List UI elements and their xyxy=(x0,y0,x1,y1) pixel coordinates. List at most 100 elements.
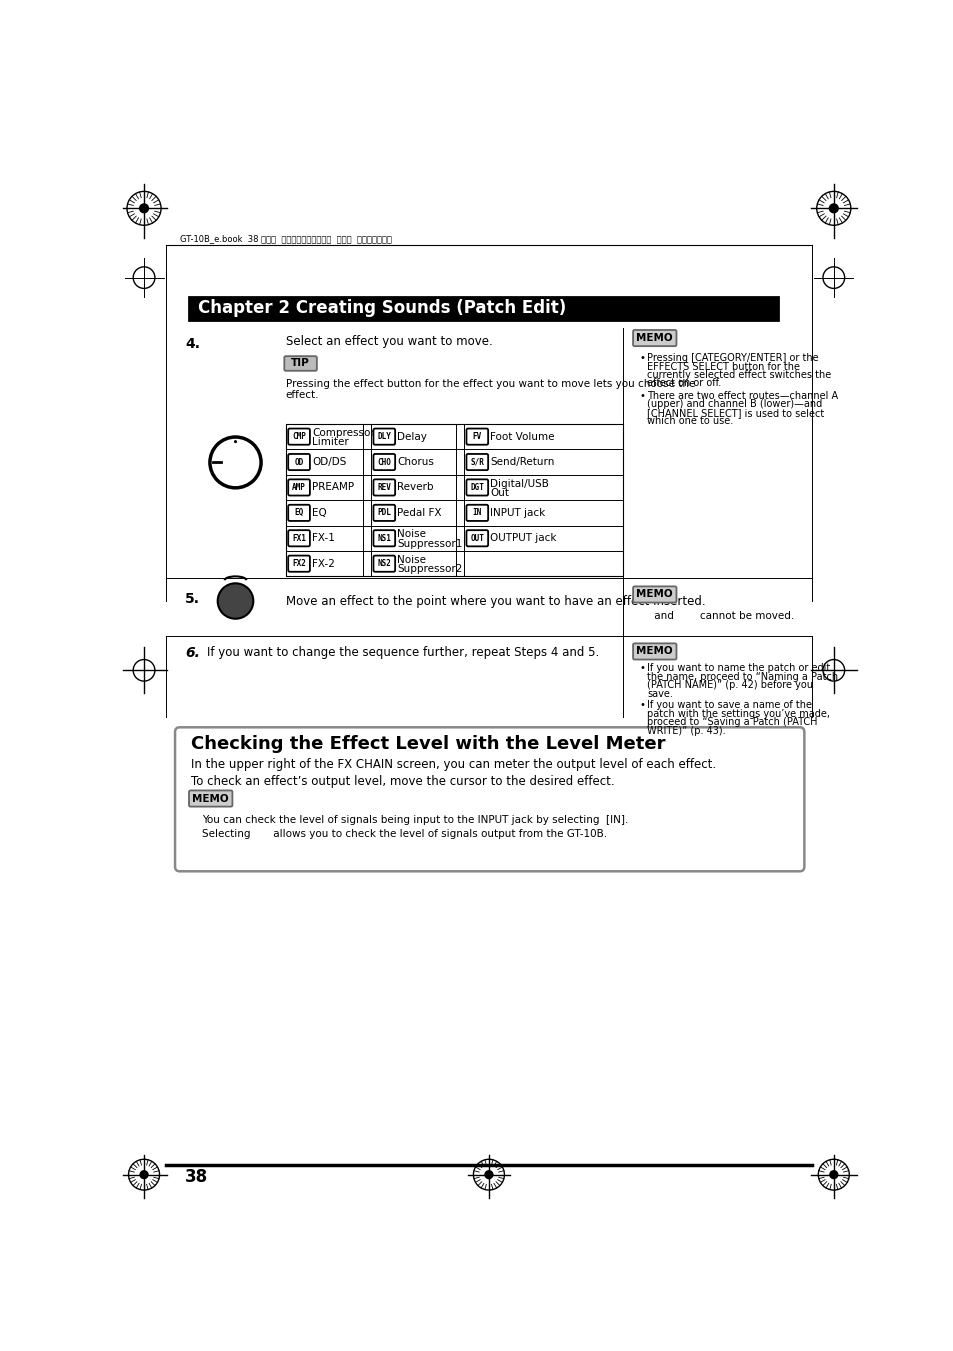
Text: proceed to “Saving a Patch (PATCH: proceed to “Saving a Patch (PATCH xyxy=(646,717,817,727)
FancyBboxPatch shape xyxy=(633,330,676,346)
Text: You can check the level of signals being input to the INPUT jack by selecting  [: You can check the level of signals being… xyxy=(202,815,628,825)
Text: 6.: 6. xyxy=(185,646,200,659)
Text: Move an effect to the point where you want to have an effect inserted.: Move an effect to the point where you wa… xyxy=(286,594,705,608)
Text: •: • xyxy=(639,663,644,673)
Text: Suppressor2: Suppressor2 xyxy=(397,565,462,574)
FancyBboxPatch shape xyxy=(466,530,488,546)
Text: WRITE)” (p. 43).: WRITE)” (p. 43). xyxy=(646,725,725,736)
Text: GT-10B_e.book  38 ページ  ２００８年２月２６日  火曜日  午後３時３０分: GT-10B_e.book 38 ページ ２００８年２月２６日 火曜日 午後３時… xyxy=(179,235,391,243)
Text: CMP: CMP xyxy=(292,432,306,442)
Circle shape xyxy=(828,1170,838,1179)
Text: EFFECTS SELECT button for the: EFFECTS SELECT button for the xyxy=(646,362,800,372)
Text: OUTPUT jack: OUTPUT jack xyxy=(490,534,557,543)
FancyBboxPatch shape xyxy=(288,428,310,444)
Text: PDL: PDL xyxy=(377,508,391,517)
FancyBboxPatch shape xyxy=(466,428,488,444)
Bar xyxy=(286,424,622,577)
Text: FV: FV xyxy=(472,432,481,442)
FancyBboxPatch shape xyxy=(373,530,395,546)
Text: [CHANNEL SELECT] is used to select: [CHANNEL SELECT] is used to select xyxy=(646,408,823,417)
FancyBboxPatch shape xyxy=(288,555,310,571)
Text: Pressing [CATEGORY/ENTER] or the: Pressing [CATEGORY/ENTER] or the xyxy=(646,353,818,363)
Text: Pedal FX: Pedal FX xyxy=(397,508,441,517)
Text: Checking the Effect Level with the Level Meter: Checking the Effect Level with the Level… xyxy=(191,735,664,753)
FancyBboxPatch shape xyxy=(373,454,395,470)
FancyBboxPatch shape xyxy=(288,480,310,496)
Text: •: • xyxy=(639,700,644,711)
Text: Limiter: Limiter xyxy=(312,436,349,447)
FancyBboxPatch shape xyxy=(466,454,488,470)
Text: If you want to change the sequence further, repeat Steps 4 and 5.: If you want to change the sequence furth… xyxy=(207,646,598,659)
Text: •: • xyxy=(639,353,644,363)
Text: FX2: FX2 xyxy=(292,559,306,569)
Text: 38: 38 xyxy=(185,1169,208,1186)
FancyBboxPatch shape xyxy=(466,480,488,496)
Text: 4.: 4. xyxy=(185,336,200,351)
Text: save.: save. xyxy=(646,689,672,698)
Text: EQ: EQ xyxy=(294,508,303,517)
Circle shape xyxy=(139,1170,149,1179)
Text: Select an effect you want to move.: Select an effect you want to move. xyxy=(286,335,492,347)
Text: MEMO: MEMO xyxy=(636,647,673,657)
FancyBboxPatch shape xyxy=(284,357,316,370)
Circle shape xyxy=(484,1170,493,1179)
Text: Delay: Delay xyxy=(397,431,427,442)
Text: NS1: NS1 xyxy=(377,534,391,543)
Text: Out: Out xyxy=(490,488,509,497)
FancyBboxPatch shape xyxy=(189,790,233,807)
Text: the name, proceed to “Naming a Patch: the name, proceed to “Naming a Patch xyxy=(646,671,838,682)
Text: If you want to save a name of the: If you want to save a name of the xyxy=(646,700,811,711)
Text: NS2: NS2 xyxy=(377,559,391,569)
Text: Digital/USB: Digital/USB xyxy=(490,478,549,489)
Text: Foot Volume: Foot Volume xyxy=(490,431,555,442)
Text: which one to use.: which one to use. xyxy=(646,416,733,426)
Text: FX1: FX1 xyxy=(292,534,306,543)
FancyBboxPatch shape xyxy=(633,643,676,659)
Text: There are two effect routes—channel A: There are two effect routes—channel A xyxy=(646,390,838,401)
Text: Selecting       allows you to check the level of signals output from the GT-10B.: Selecting allows you to check the level … xyxy=(202,830,607,839)
Text: MEMO: MEMO xyxy=(193,793,229,804)
Text: Pressing the effect button for the effect you want to move lets you choose the: Pressing the effect button for the effec… xyxy=(286,380,695,389)
Text: TIP: TIP xyxy=(291,358,310,369)
Text: MEMO: MEMO xyxy=(636,334,673,343)
FancyBboxPatch shape xyxy=(288,530,310,546)
FancyBboxPatch shape xyxy=(288,454,310,470)
Text: MEMO: MEMO xyxy=(636,589,673,600)
Text: Chorus: Chorus xyxy=(397,457,434,467)
FancyBboxPatch shape xyxy=(174,727,803,871)
FancyBboxPatch shape xyxy=(633,586,676,603)
Text: 5.: 5. xyxy=(185,593,200,607)
Text: (PATCH NAME)” (p. 42) before you: (PATCH NAME)” (p. 42) before you xyxy=(646,681,812,690)
FancyBboxPatch shape xyxy=(288,505,310,521)
Text: OUT: OUT xyxy=(470,534,484,543)
FancyBboxPatch shape xyxy=(373,428,395,444)
Circle shape xyxy=(210,436,261,488)
Text: FX-1: FX-1 xyxy=(312,534,335,543)
FancyBboxPatch shape xyxy=(466,505,488,521)
Text: currently selected effect switches the: currently selected effect switches the xyxy=(646,370,830,380)
Text: IN: IN xyxy=(472,508,481,517)
Text: and        cannot be moved.: and cannot be moved. xyxy=(638,611,794,621)
Text: In the upper right of the FX CHAIN screen, you can meter the output level of eac: In the upper right of the FX CHAIN scree… xyxy=(191,758,715,771)
Text: Noise: Noise xyxy=(397,555,426,565)
Circle shape xyxy=(217,584,253,619)
FancyBboxPatch shape xyxy=(373,480,395,496)
FancyBboxPatch shape xyxy=(373,555,395,571)
Text: (upper) and channel B (lower)—and: (upper) and channel B (lower)—and xyxy=(646,400,821,409)
Text: Reverb: Reverb xyxy=(397,482,434,493)
Circle shape xyxy=(139,203,149,213)
Text: Compressor/: Compressor/ xyxy=(312,428,378,438)
Text: REV: REV xyxy=(377,482,391,492)
Text: Noise: Noise xyxy=(397,530,426,539)
Text: DGT: DGT xyxy=(470,482,484,492)
Circle shape xyxy=(233,440,236,443)
Text: PREAMP: PREAMP xyxy=(312,482,354,493)
Text: patch with the settings you’ve made,: patch with the settings you’ve made, xyxy=(646,709,829,719)
Text: If you want to name the patch or edit: If you want to name the patch or edit xyxy=(646,663,829,673)
Text: effect on or off.: effect on or off. xyxy=(646,378,720,389)
Circle shape xyxy=(828,203,838,213)
Text: Chapter 2 Creating Sounds (Patch Edit): Chapter 2 Creating Sounds (Patch Edit) xyxy=(198,300,566,317)
Text: effect.: effect. xyxy=(286,390,319,400)
Text: EQ: EQ xyxy=(312,508,327,517)
Text: CHO: CHO xyxy=(377,458,391,466)
